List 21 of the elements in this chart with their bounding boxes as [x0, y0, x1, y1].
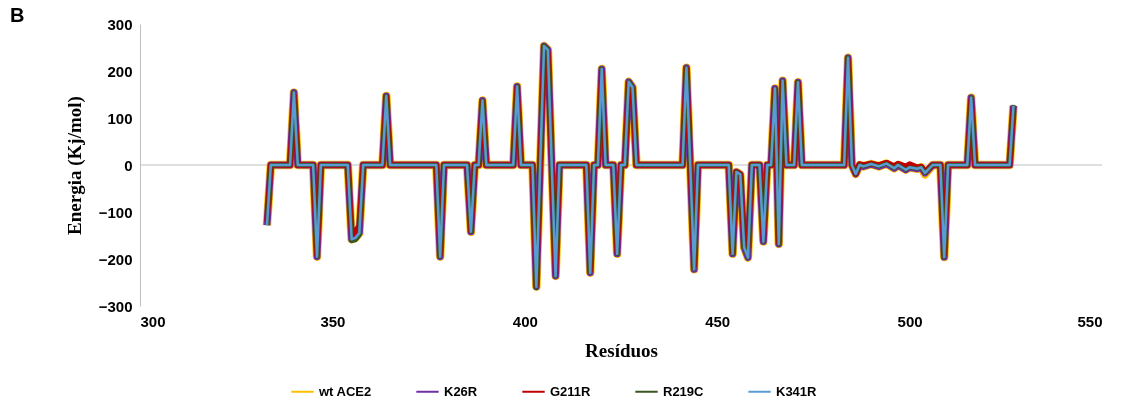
legend-label: G211R [550, 383, 592, 399]
text: B [10, 4, 25, 26]
x-tick-label: 450 [705, 312, 731, 330]
y-tick-label: 0 [124, 156, 133, 174]
legend-label: K341R [776, 383, 818, 399]
x-axis-title: Resíduos [585, 339, 658, 361]
legend-label: K26R [444, 383, 478, 399]
x-tick-label: 350 [320, 312, 346, 330]
y-tick-label: −100 [98, 203, 133, 221]
y-tick-label: −200 [98, 250, 133, 268]
y-tick-label: 300 [107, 15, 133, 33]
x-tick-label: 300 [140, 312, 166, 330]
x-tick-label: 550 [1077, 312, 1103, 330]
x-tick-label: 500 [897, 312, 923, 330]
y-tick-label: 100 [107, 109, 133, 127]
y-axis-title: Energia (Kj/mol) [63, 96, 86, 235]
y-tick-label: 200 [107, 62, 133, 80]
y-tick-label: −300 [98, 297, 133, 315]
x-tick-label: 400 [512, 312, 538, 330]
legend-label: R219C [663, 383, 705, 399]
legend-label: wt ACE2 [318, 383, 372, 399]
